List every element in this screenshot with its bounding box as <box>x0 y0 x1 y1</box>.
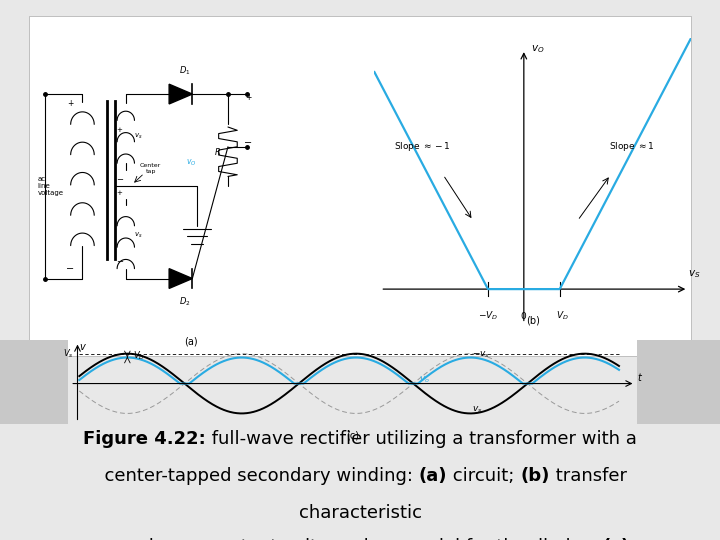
Text: $V_D$: $V_D$ <box>132 349 145 362</box>
Text: $t$: $t$ <box>637 370 644 383</box>
Text: Figure 4.22:: Figure 4.22: <box>84 430 206 448</box>
Text: +: + <box>67 99 73 109</box>
Text: (c): (c) <box>346 430 359 441</box>
Text: $D_2$: $D_2$ <box>179 295 190 308</box>
Text: assuming a constant-voltage-drop model for the diodes;: assuming a constant-voltage-drop model f… <box>90 538 603 540</box>
Text: −: − <box>66 264 74 274</box>
Text: $v_O$: $v_O$ <box>531 44 544 55</box>
Text: full-wave rectifier utilizing a transformer with a: full-wave rectifier utilizing a transfor… <box>206 430 636 448</box>
Text: (a): (a) <box>184 336 197 346</box>
Text: $V_D$: $V_D$ <box>557 309 569 322</box>
Text: $V_s$: $V_s$ <box>63 347 74 360</box>
Text: $v_O$: $v_O$ <box>186 158 196 168</box>
Text: $v_s$: $v_s$ <box>133 231 142 240</box>
Text: $v_s$: $v_s$ <box>472 404 482 415</box>
Text: (b): (b) <box>526 316 540 326</box>
Text: $-v_s$: $-v_s$ <box>472 349 490 360</box>
Text: +: + <box>245 93 251 102</box>
Text: (c): (c) <box>603 538 630 540</box>
Text: $v_o$: $v_o$ <box>418 375 430 385</box>
Text: center-tapped secondary winding:: center-tapped secondary winding: <box>93 467 419 485</box>
Text: circuit;: circuit; <box>447 467 521 485</box>
Text: transfer: transfer <box>550 467 627 485</box>
Text: $v_S$: $v_S$ <box>688 268 701 280</box>
Text: $D_1$: $D_1$ <box>179 65 190 77</box>
Text: −: − <box>116 258 123 267</box>
Text: +: + <box>117 190 122 196</box>
Polygon shape <box>169 268 192 288</box>
Text: $-V_D$: $-V_D$ <box>478 309 498 322</box>
Text: −: − <box>244 138 252 149</box>
Text: −: − <box>116 175 123 184</box>
Text: Slope $\approx -1$: Slope $\approx -1$ <box>394 140 451 153</box>
Text: Center
tap: Center tap <box>140 163 161 173</box>
Polygon shape <box>169 84 192 104</box>
Text: $v_s$: $v_s$ <box>133 132 142 141</box>
Text: characteristic: characteristic <box>299 504 421 522</box>
Text: +: + <box>117 127 122 133</box>
Text: $R$: $R$ <box>214 146 220 157</box>
Text: $v$: $v$ <box>78 342 86 352</box>
Text: Slope $\approx 1$: Slope $\approx 1$ <box>608 140 654 153</box>
Text: $0$: $0$ <box>521 309 527 321</box>
Text: (a): (a) <box>419 467 447 485</box>
Text: ac
line
voltage: ac line voltage <box>37 176 63 197</box>
Text: (b): (b) <box>521 467 550 485</box>
